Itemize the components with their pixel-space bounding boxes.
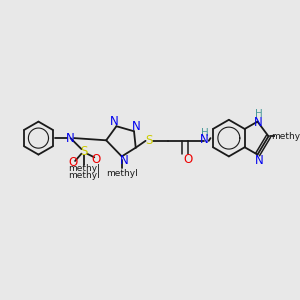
Text: S: S bbox=[80, 145, 88, 158]
Text: N: N bbox=[120, 154, 129, 167]
Text: methyl: methyl bbox=[68, 164, 100, 173]
Text: N: N bbox=[254, 116, 263, 129]
Text: O: O bbox=[69, 156, 78, 169]
Text: S: S bbox=[146, 134, 153, 147]
Text: methyl: methyl bbox=[271, 132, 300, 141]
Text: N: N bbox=[255, 154, 264, 167]
Text: O: O bbox=[92, 153, 101, 166]
Text: O: O bbox=[183, 153, 192, 166]
Text: N: N bbox=[110, 115, 119, 128]
Text: H: H bbox=[256, 109, 263, 119]
Text: methyl: methyl bbox=[68, 171, 100, 180]
Text: H: H bbox=[201, 128, 209, 138]
Text: N: N bbox=[66, 132, 75, 145]
Text: N: N bbox=[200, 134, 208, 146]
Text: methyl: methyl bbox=[106, 169, 138, 178]
Text: N: N bbox=[131, 120, 140, 133]
